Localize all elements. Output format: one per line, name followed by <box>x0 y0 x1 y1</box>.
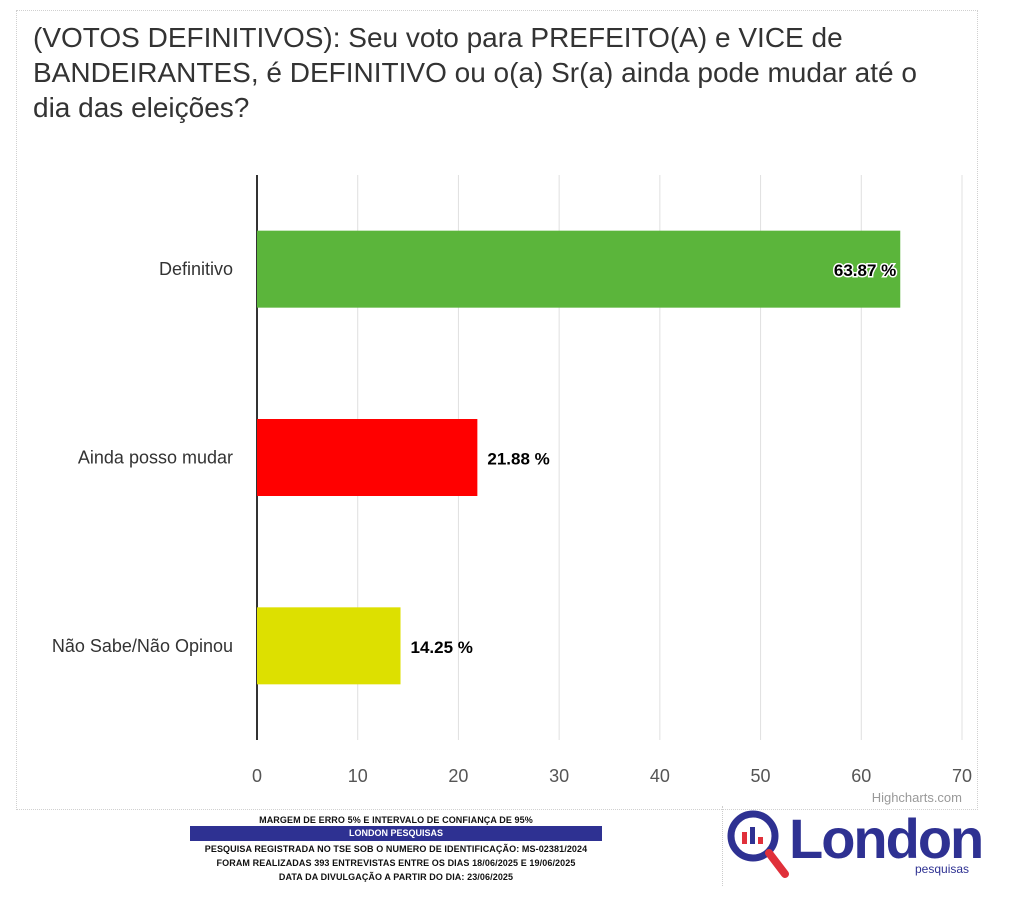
magnifier-chart-icon <box>727 810 789 878</box>
x-tick-label: 40 <box>650 766 670 786</box>
category-label: Não Sabe/Não Opinou <box>52 636 233 656</box>
value-label: 14.25 % <box>411 638 473 657</box>
x-tick-label: 0 <box>252 766 262 786</box>
x-tick-label: 10 <box>348 766 368 786</box>
logo-word: London <box>789 807 984 870</box>
bar[interactable] <box>257 607 401 685</box>
footer-interviews: FORAM REALIZADAS 393 ENTREVISTAS ENTRE O… <box>216 858 576 868</box>
x-tick-label: 20 <box>448 766 468 786</box>
value-label: 63.87 % <box>834 261 896 280</box>
value-label: 21.88 % <box>487 450 549 469</box>
logo-sub: pesquisas <box>915 862 970 876</box>
bar[interactable] <box>257 230 901 308</box>
bar-chart: Definitivo 63.87 % Ainda posso mudar 21.88 … <box>52 175 972 805</box>
chart-title: (VOTOS DEFINITIVOS): Seu voto para PREFE… <box>33 22 917 123</box>
x-tick-label: 60 <box>851 766 871 786</box>
london-logo: London pesquisas <box>722 806 984 886</box>
x-tick-label: 50 <box>751 766 771 786</box>
chart-frame <box>16 10 978 810</box>
x-tick-label: 70 <box>952 766 972 786</box>
footer-margin: MARGEM DE ERRO 5% E INTERVALO DE CONFIAN… <box>259 815 533 825</box>
footer-company: LONDON PESQUISAS <box>190 826 602 841</box>
footer-release: DATA DA DIVULGAÇÃO A PARTIR DO DIA: 23/0… <box>278 872 514 882</box>
category-label: Ainda posso mudar <box>78 448 233 468</box>
category-label: Definitivo <box>159 259 233 279</box>
highcharts-credit[interactable]: Highcharts.com <box>872 790 962 805</box>
bar[interactable] <box>257 419 478 496</box>
footer-registration: PESQUISA REGISTRADA NO TSE SOB O NUMERO … <box>204 844 588 854</box>
x-tick-label: 30 <box>549 766 569 786</box>
